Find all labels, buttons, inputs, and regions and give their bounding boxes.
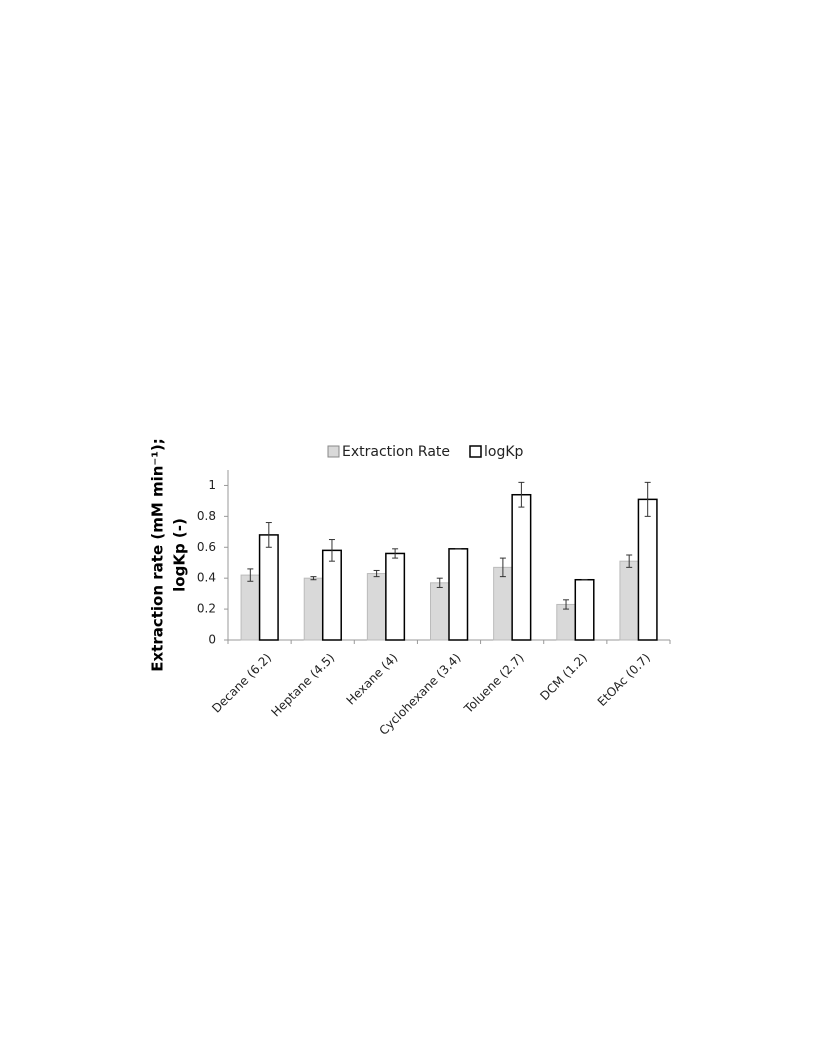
x-tick-label: DCM (1.2): [537, 651, 589, 703]
x-tick-label: Decane (6.2): [209, 651, 274, 716]
bar: [619, 560, 639, 641]
y-tick-label: 0.4: [197, 571, 216, 585]
bar: [448, 548, 469, 641]
y-axis-label: Extraction rate (mM min⁻¹);: [149, 438, 167, 672]
bar: [258, 534, 279, 641]
y-tick-label: 0.2: [197, 602, 216, 616]
x-tick-label: EtOAc (0.7): [595, 651, 653, 709]
legend-label: logKp: [484, 444, 524, 460]
bar: [637, 498, 658, 641]
bar: [303, 577, 324, 641]
legend-swatch: [327, 445, 340, 458]
x-tick-label: Toluene (2.7): [461, 651, 527, 717]
y-tick-label: 0.6: [197, 540, 216, 554]
x-tick-label: Hexane (4): [344, 651, 401, 708]
y-tick-label: 1: [208, 478, 216, 492]
legend-label: Extraction Rate: [342, 444, 450, 460]
bar: [574, 578, 595, 641]
bar: [385, 552, 406, 641]
legend-swatch: [469, 445, 482, 458]
bar: [321, 549, 342, 641]
bar: [556, 603, 576, 641]
bar: [493, 566, 513, 641]
y-axis-label: logKp (-): [171, 518, 189, 592]
y-tick-label: 0.8: [197, 509, 216, 523]
bar: [240, 574, 261, 641]
bar: [511, 493, 532, 641]
x-tick-label: Heptane (4.5): [268, 651, 337, 720]
bar: [366, 573, 387, 641]
bar: [430, 582, 450, 641]
y-tick-label: 0: [208, 633, 216, 647]
